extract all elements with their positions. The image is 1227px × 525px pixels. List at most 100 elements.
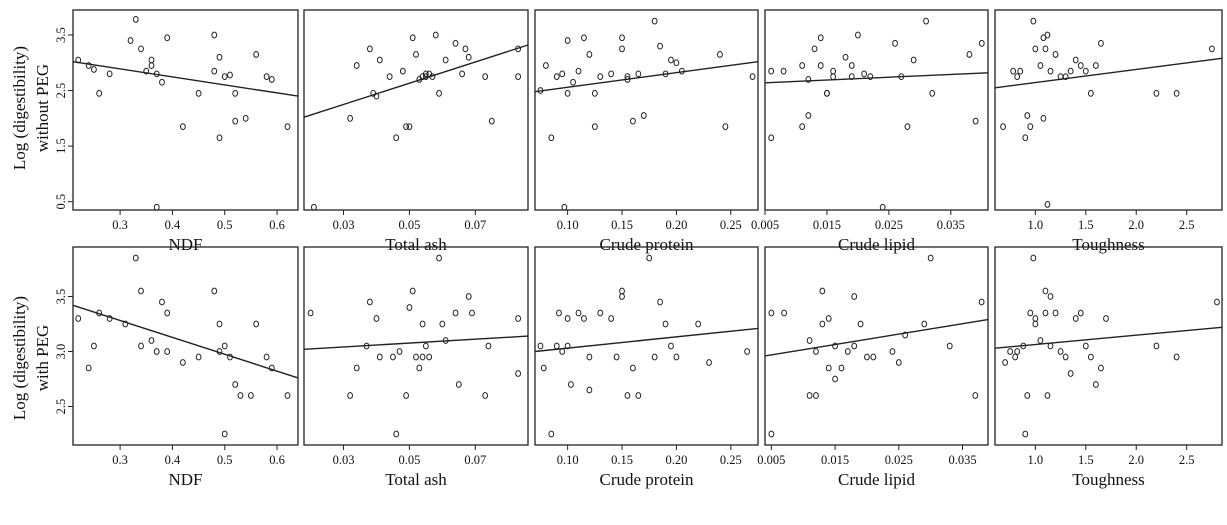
x-tick-label: 0.005 bbox=[757, 453, 785, 467]
data-point bbox=[1030, 254, 1037, 262]
y-tick-label: 2.5 bbox=[54, 399, 68, 415]
x-tick-label: 0.005 bbox=[751, 218, 779, 232]
data-point bbox=[132, 254, 139, 262]
data-point bbox=[1030, 17, 1037, 25]
data-point bbox=[148, 62, 155, 69]
trend-line bbox=[534, 327, 759, 353]
scatter-panels: 0.3 0.4 0.5 0.6 0.5 1.5 2.5 3.5 NDF 0.03 0.05 0.07 T… bbox=[54, 9, 1223, 489]
data-point bbox=[830, 73, 837, 81]
panel-frame bbox=[72, 246, 299, 446]
panel-r0-c4: 1.0 1.5 2.0 2.5 Toughness bbox=[994, 9, 1223, 254]
trend-line bbox=[72, 304, 299, 379]
data-point bbox=[1214, 298, 1220, 306]
data-point bbox=[559, 348, 566, 355]
data-point bbox=[263, 353, 270, 361]
data-point bbox=[717, 51, 723, 58]
x-axis-title: Total ash bbox=[385, 470, 447, 489]
x-axis-title: NDF bbox=[168, 470, 202, 489]
data-point bbox=[1042, 309, 1049, 317]
data-point bbox=[844, 348, 851, 355]
data-point bbox=[864, 353, 870, 361]
x-tick-label: 0.015 bbox=[821, 453, 849, 467]
data-point bbox=[1010, 67, 1017, 75]
data-point bbox=[567, 381, 574, 388]
x-tick-label: 0.3 bbox=[112, 218, 128, 232]
panel-frame bbox=[764, 9, 989, 211]
data-point bbox=[1077, 62, 1084, 69]
data-point bbox=[232, 89, 239, 97]
x-tick-label: 0.015 bbox=[813, 218, 841, 232]
data-point bbox=[432, 31, 439, 39]
data-point bbox=[630, 364, 636, 372]
data-point bbox=[242, 114, 249, 122]
data-point bbox=[799, 123, 806, 131]
data-point bbox=[138, 342, 144, 350]
data-point bbox=[284, 123, 291, 131]
data-point bbox=[153, 348, 160, 355]
x-axis-title: Total ash bbox=[385, 235, 447, 254]
panel-r0-c0: 0.3 0.4 0.5 0.6 0.5 1.5 2.5 3.5 NDF bbox=[54, 9, 299, 254]
data-point bbox=[848, 73, 855, 81]
data-point bbox=[923, 17, 929, 25]
x-tick-label: 0.07 bbox=[464, 218, 486, 232]
y-tick-label: 3.0 bbox=[54, 344, 68, 360]
data-point bbox=[409, 287, 416, 295]
data-point bbox=[1032, 320, 1039, 328]
data-point bbox=[889, 348, 896, 355]
data-point bbox=[353, 62, 360, 69]
data-point bbox=[403, 392, 410, 399]
x-tick-label: 1.5 bbox=[1078, 218, 1094, 232]
data-point bbox=[1027, 123, 1034, 131]
data-point bbox=[824, 89, 830, 97]
x-tick-label: 0.4 bbox=[165, 453, 181, 467]
data-point bbox=[1057, 348, 1064, 355]
data-point bbox=[673, 59, 680, 67]
data-point bbox=[540, 364, 547, 372]
data-point bbox=[515, 315, 522, 322]
data-point bbox=[832, 375, 838, 383]
x-tick-label: 2.5 bbox=[1179, 218, 1195, 232]
data-point bbox=[581, 34, 587, 42]
data-point bbox=[805, 112, 812, 119]
data-point bbox=[586, 353, 593, 361]
data-point bbox=[127, 37, 134, 44]
x-tick-label: 0.20 bbox=[665, 453, 687, 467]
data-point bbox=[390, 353, 396, 361]
data-point bbox=[817, 34, 824, 42]
x-tick-label: 0.5 bbox=[217, 218, 233, 232]
data-point bbox=[347, 392, 354, 399]
data-point bbox=[413, 51, 419, 58]
data-point bbox=[409, 34, 416, 42]
data-point bbox=[1000, 123, 1006, 131]
data-point bbox=[399, 67, 406, 75]
data-point bbox=[164, 34, 171, 42]
x-tick-label: 0.3 bbox=[112, 453, 128, 467]
data-point bbox=[159, 298, 165, 306]
data-point bbox=[586, 51, 593, 58]
data-point bbox=[96, 89, 103, 97]
data-point bbox=[768, 134, 775, 142]
data-point bbox=[515, 73, 522, 81]
data-point bbox=[1092, 381, 1099, 388]
x-tick-label: 0.6 bbox=[269, 218, 285, 232]
data-point bbox=[1153, 342, 1160, 350]
data-point bbox=[386, 73, 393, 81]
data-point bbox=[347, 114, 354, 122]
data-point bbox=[1044, 31, 1051, 39]
data-point bbox=[148, 337, 155, 344]
data-point bbox=[376, 56, 383, 64]
panel-frame bbox=[994, 9, 1223, 211]
data-point bbox=[619, 45, 625, 53]
data-point bbox=[122, 320, 129, 328]
data-point bbox=[608, 70, 615, 78]
data-point bbox=[806, 337, 813, 344]
data-point bbox=[436, 89, 442, 97]
data-point bbox=[657, 42, 663, 50]
data-point bbox=[452, 39, 459, 47]
data-point bbox=[978, 39, 985, 47]
data-point bbox=[1024, 112, 1031, 119]
data-point bbox=[75, 56, 82, 64]
data-point bbox=[488, 117, 495, 125]
data-point bbox=[575, 309, 582, 317]
